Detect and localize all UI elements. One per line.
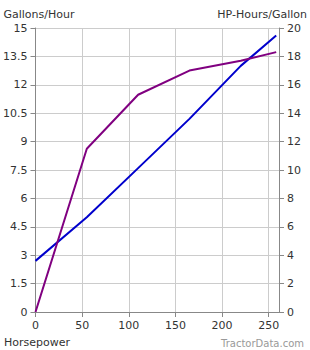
- svg-text:12: 12: [13, 78, 27, 91]
- svg-text:0: 0: [32, 319, 39, 332]
- svg-text:Gallons/Hour: Gallons/Hour: [3, 8, 74, 21]
- svg-text:4.5: 4.5: [10, 220, 28, 233]
- svg-text:4: 4: [287, 249, 294, 262]
- svg-text:13.5: 13.5: [3, 50, 28, 63]
- svg-text:0: 0: [20, 306, 27, 319]
- svg-text:0: 0: [287, 306, 294, 319]
- svg-text:14: 14: [287, 107, 301, 120]
- svg-text:10.5: 10.5: [3, 107, 28, 120]
- svg-text:12: 12: [287, 135, 301, 148]
- svg-text:16: 16: [287, 78, 301, 91]
- svg-text:6: 6: [287, 220, 294, 233]
- svg-text:2: 2: [287, 277, 294, 290]
- svg-text:50: 50: [75, 319, 89, 332]
- svg-text:20: 20: [287, 22, 301, 35]
- svg-text:7.5: 7.5: [10, 164, 28, 177]
- svg-text:200: 200: [212, 319, 233, 332]
- svg-text:8: 8: [287, 192, 294, 205]
- svg-text:HP-Hours/Gallon: HP-Hours/Gallon: [217, 8, 307, 21]
- svg-text:1.5: 1.5: [10, 277, 28, 290]
- svg-text:10: 10: [287, 164, 301, 177]
- svg-text:6: 6: [20, 192, 27, 205]
- svg-text:15: 15: [13, 22, 27, 35]
- svg-text:9: 9: [20, 135, 27, 148]
- svg-text:150: 150: [165, 319, 186, 332]
- svg-text:18: 18: [287, 50, 301, 63]
- svg-text:3: 3: [20, 249, 27, 262]
- svg-text:100: 100: [118, 319, 139, 332]
- svg-text:250: 250: [258, 319, 279, 332]
- svg-text:TractorData.com: TractorData.com: [220, 338, 304, 349]
- svg-text:Horsepower: Horsepower: [4, 336, 70, 349]
